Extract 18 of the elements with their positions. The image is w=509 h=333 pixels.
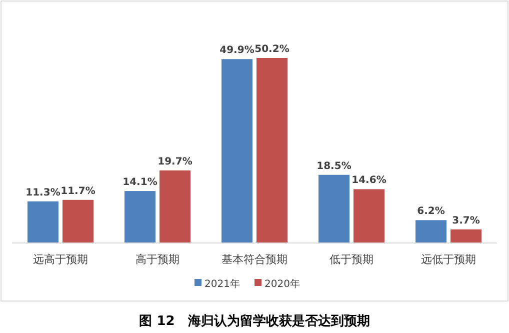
data-label: 3.7% — [452, 215, 480, 226]
x-tick-label: 远高于预期 — [33, 253, 88, 266]
x-tick-label: 基本符合预期 — [222, 253, 288, 266]
data-label: 14.1% — [122, 177, 158, 188]
data-label: 6.2% — [417, 206, 445, 218]
x-tick-label: 高于预期 — [136, 253, 180, 266]
data-label: 19.7% — [158, 156, 192, 168]
data-label: 49.9% — [220, 45, 254, 56]
x-tick-label: 低于预期 — [330, 253, 374, 266]
legend-label: 2021年 — [204, 278, 240, 290]
data-label: 11.3% — [26, 187, 60, 198]
data-label: 11.7% — [60, 186, 96, 197]
legend-label: 2020年 — [264, 278, 300, 290]
data-label: 18.5% — [316, 160, 352, 172]
data-label: 50.2% — [254, 44, 290, 55]
data-label: 14.6% — [352, 175, 386, 186]
x-tick-label: 远低于预期 — [421, 253, 476, 266]
text: 图 12 海归认为留学收获是否达到预期 — [139, 313, 370, 329]
